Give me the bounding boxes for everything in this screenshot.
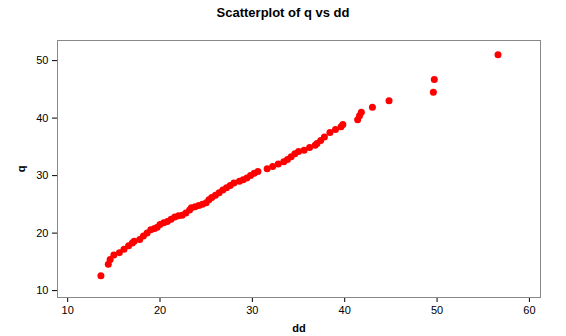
html-text:Scatterplot of q vs dd: Scatterplot of q vs dd xyxy=(216,5,350,20)
svg-text:20: 20 xyxy=(154,304,166,316)
svg-text:20: 20 xyxy=(36,227,48,239)
svg-text:40: 40 xyxy=(339,304,351,316)
svg-text:50: 50 xyxy=(36,54,48,66)
svg-text:10: 10 xyxy=(36,284,48,296)
svg-text:10: 10 xyxy=(62,304,74,316)
svg-text:30: 30 xyxy=(246,304,258,316)
svg-text:40: 40 xyxy=(36,112,48,124)
svg-text:dd: dd xyxy=(292,322,305,334)
svg-text:q: q xyxy=(15,166,27,173)
svg-text:50: 50 xyxy=(431,304,443,316)
svg-text:60: 60 xyxy=(523,304,535,316)
svg-text:30: 30 xyxy=(36,169,48,181)
